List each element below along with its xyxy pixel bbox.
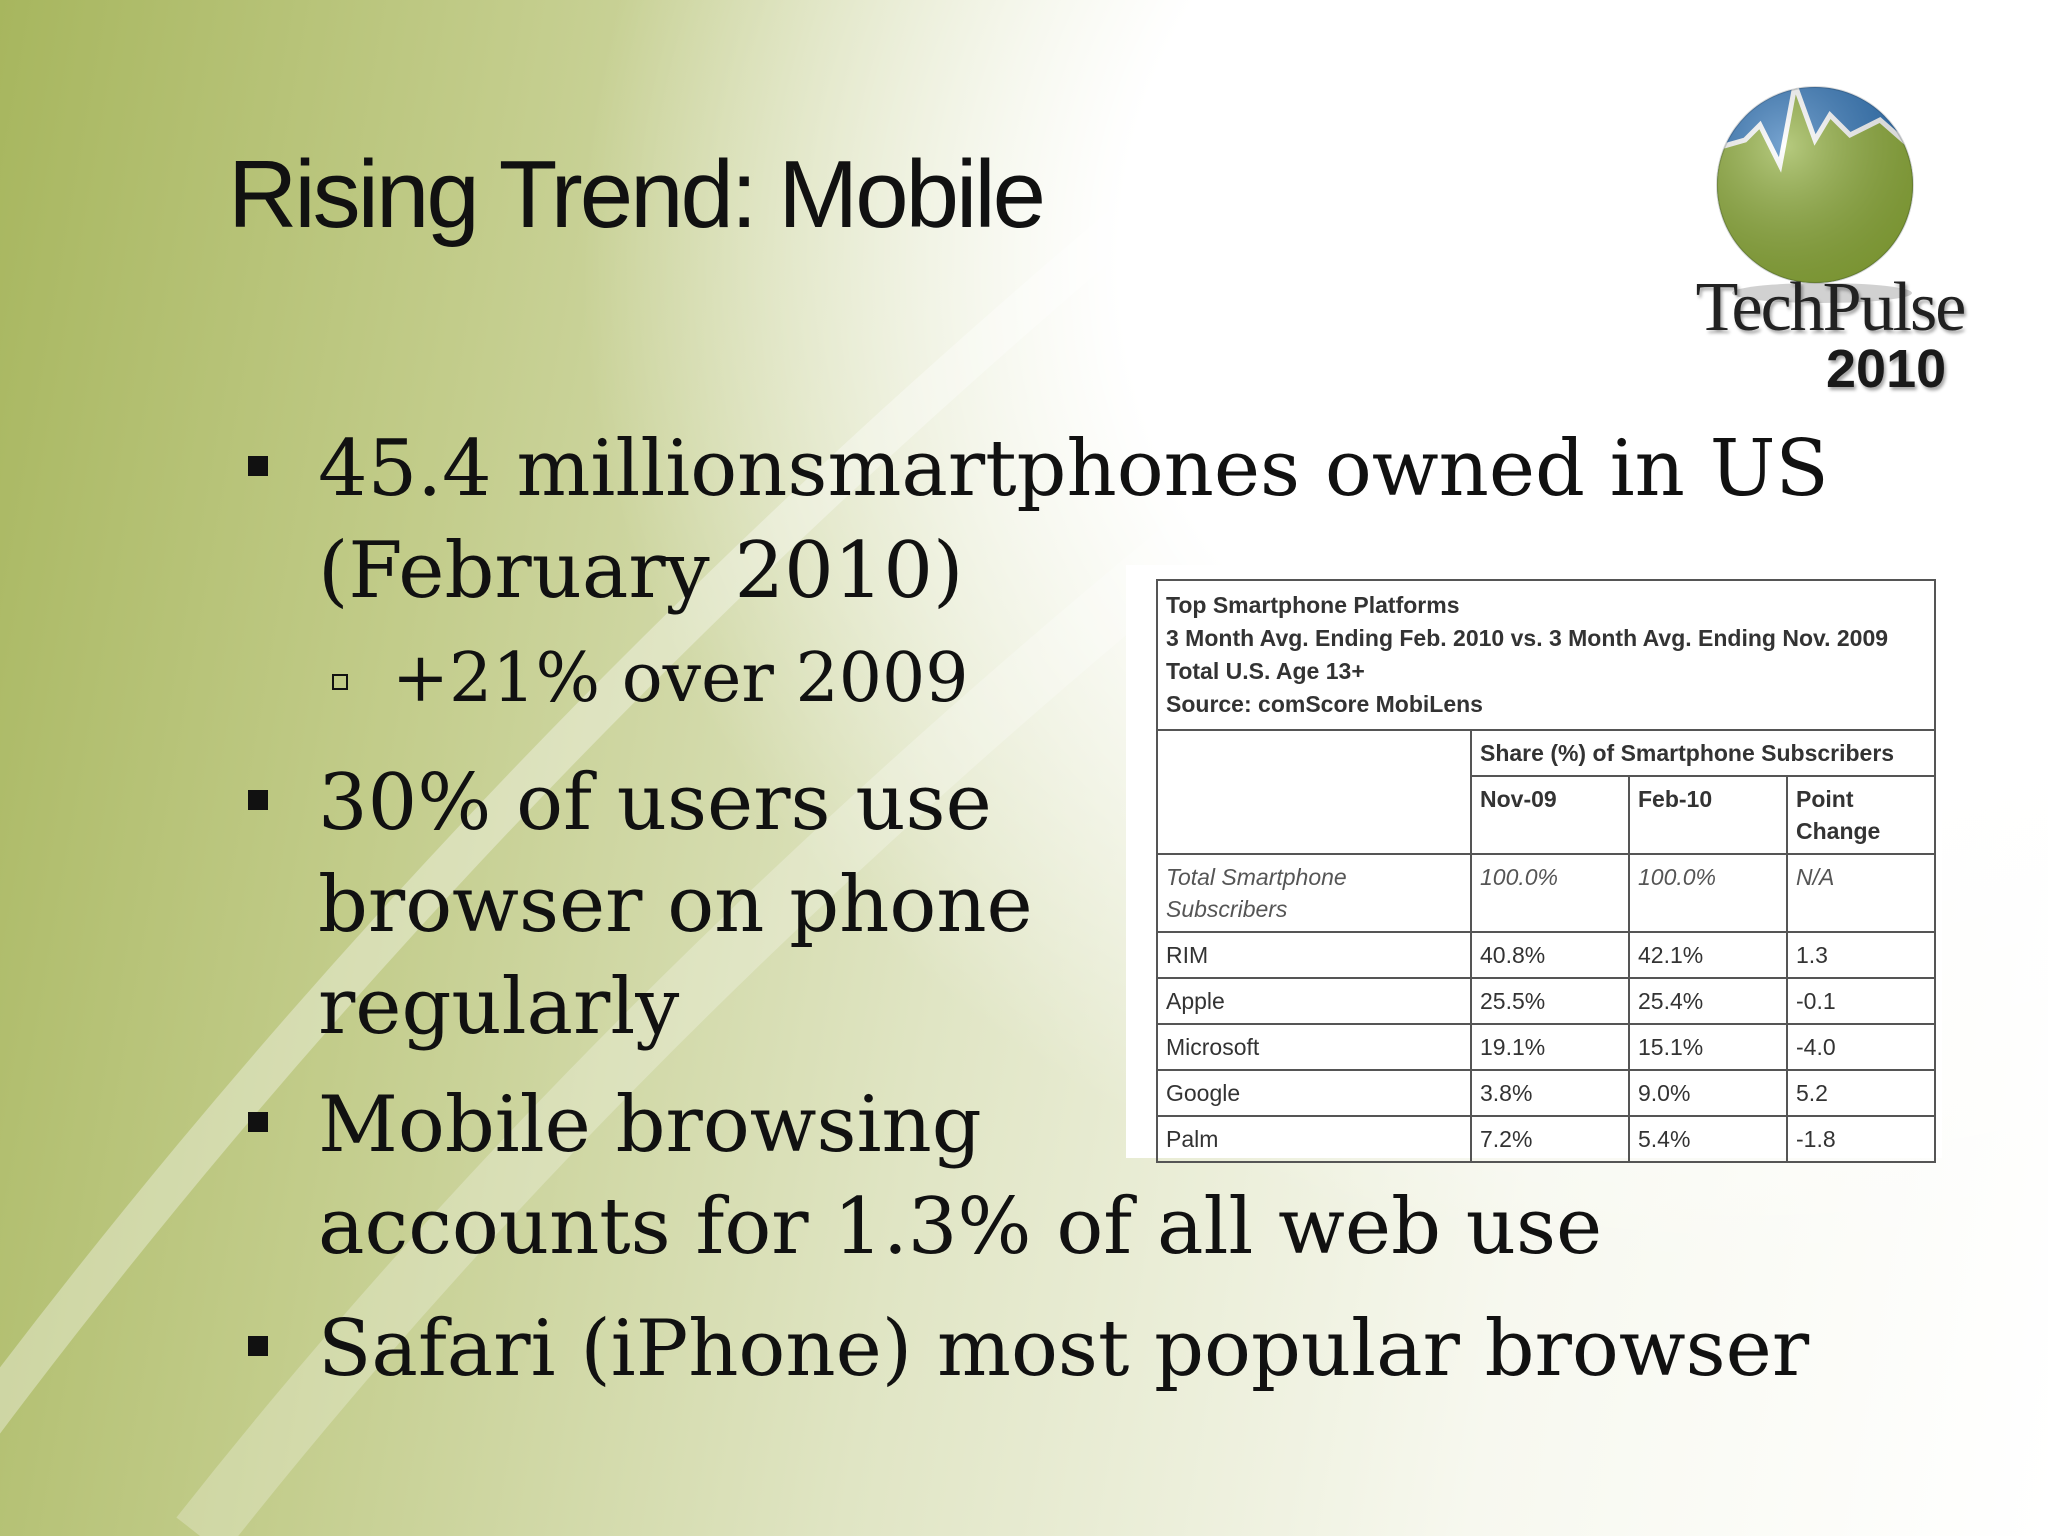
bullet-line: accounts for 1.3% of all web use <box>318 1182 1603 1272</box>
column-header: Nov-09 <box>1470 775 1630 855</box>
logo-year: 2010 <box>1826 339 1947 399</box>
bullet-item: Safari (iPhone) most popular browser <box>248 1298 1810 1400</box>
caption-line: 3 Month Avg. Ending Feb. 2010 vs. 3 Mont… <box>1166 625 1889 651</box>
table-cell: -1.8 <box>1786 1115 1936 1163</box>
bullet-square-icon <box>248 1336 268 1356</box>
smartphone-platforms-table-image: Top Smartphone Platforms 3 Month Avg. En… <box>1126 565 1942 1163</box>
table-cell: 3.8% <box>1470 1069 1630 1117</box>
table-cell: 9.0% <box>1628 1069 1788 1117</box>
table-cell: 40.8% <box>1470 931 1630 979</box>
table-cell: N/A <box>1786 853 1936 933</box>
table-row: Apple 25.5% 25.4% -0.1 <box>1156 977 1936 1025</box>
row-label: Total Smartphone Subscribers <box>1156 853 1472 933</box>
table-cell: 100.0% <box>1470 853 1630 933</box>
table-cell: 15.1% <box>1628 1023 1788 1071</box>
row-label: Google <box>1156 1069 1472 1117</box>
bullet-item: Mobile browsing accounts for 1.3% of all… <box>248 1074 1603 1278</box>
group-header: Share (%) of Smartphone Subscribers <box>1470 729 1936 777</box>
table-cell: 5.4% <box>1628 1115 1788 1163</box>
sub-bullet-hollow-square-icon <box>332 674 348 690</box>
table-row: RIM 40.8% 42.1% 1.3 <box>1156 931 1936 979</box>
bullet-line: regularly <box>318 962 680 1052</box>
table-cell: -0.1 <box>1786 977 1936 1025</box>
table-cell: -4.0 <box>1786 1023 1936 1071</box>
bullet-item: 30% of users use browser on phone regula… <box>248 752 1033 1058</box>
bullet-line: Safari (iPhone) most popular browser <box>318 1304 1810 1394</box>
table-row: Microsoft 19.1% 15.1% -4.0 <box>1156 1023 1936 1071</box>
techpulse-globe-logo <box>1716 86 1914 303</box>
bullet-line: (February 2010) <box>318 526 964 616</box>
bullet-square-icon <box>248 1112 268 1132</box>
row-label: Palm <box>1156 1115 1472 1163</box>
sub-bullet-item: +21% over 2009 <box>332 634 969 724</box>
table-row: Palm 7.2% 5.4% -1.8 <box>1156 1115 1936 1163</box>
smartphone-platforms-table: Top Smartphone Platforms 3 Month Avg. En… <box>1156 579 1936 1163</box>
slide-title: Rising Trend: Mobile <box>228 141 1046 248</box>
table-row: Total Smartphone Subscribers 100.0% 100.… <box>1156 853 1936 933</box>
sub-bullet-text: +21% over 2009 <box>392 639 969 718</box>
table-cell: 25.4% <box>1628 977 1788 1025</box>
bullet-line: browser on phone <box>318 860 1033 950</box>
caption-line: Source: comScore MobiLens <box>1166 691 1483 717</box>
table-cell: 7.2% <box>1470 1115 1630 1163</box>
table-cell: 100.0% <box>1628 853 1788 933</box>
empty-header-cell <box>1156 729 1472 855</box>
bullet-square-icon <box>248 790 268 810</box>
bullet-line: 45.4 millionsmartphones owned in US <box>318 424 1829 514</box>
table-cell: 42.1% <box>1628 931 1788 979</box>
bullet-line: Mobile browsing <box>318 1080 982 1170</box>
logo-wordmark: TechPulse <box>1695 269 1967 346</box>
table-cell: 5.2 <box>1786 1069 1936 1117</box>
column-header: Point Change <box>1786 775 1936 855</box>
table-cell: 1.3 <box>1786 931 1936 979</box>
column-header: Feb-10 <box>1628 775 1788 855</box>
caption-line: Total U.S. Age 13+ <box>1166 658 1365 684</box>
row-label: Microsoft <box>1156 1023 1472 1071</box>
table-cell: 19.1% <box>1470 1023 1630 1071</box>
table-row: Google 3.8% 9.0% 5.2 <box>1156 1069 1936 1117</box>
table-caption: Top Smartphone Platforms 3 Month Avg. En… <box>1156 579 1936 731</box>
table-cell: 25.5% <box>1470 977 1630 1025</box>
bullet-item: 45.4 millionsmartphones owned in US (Feb… <box>248 418 1829 622</box>
row-label: RIM <box>1156 931 1472 979</box>
caption-line: Top Smartphone Platforms <box>1166 592 1460 618</box>
bullet-line: 30% of users use <box>318 758 992 848</box>
bullet-square-icon <box>248 456 268 476</box>
row-label: Apple <box>1156 977 1472 1025</box>
